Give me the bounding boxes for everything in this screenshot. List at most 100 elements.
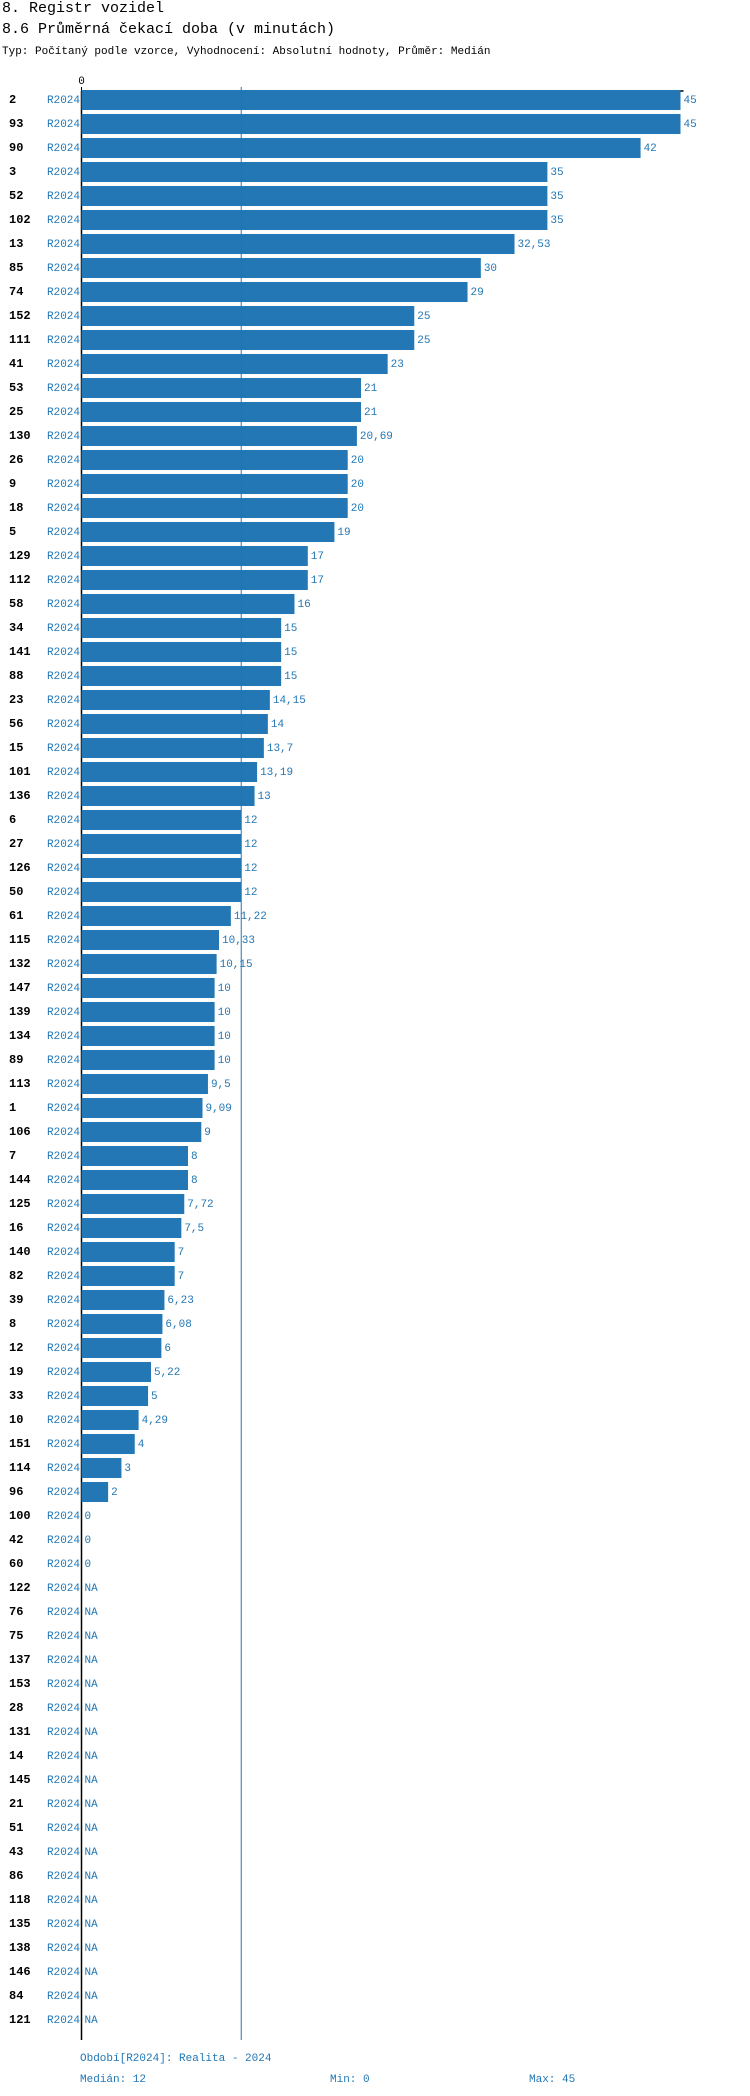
category-label: 7 bbox=[9, 1149, 16, 1163]
value-label: 15 bbox=[284, 647, 297, 659]
category-label: 5 bbox=[9, 525, 16, 539]
series-label: R2024 bbox=[47, 479, 80, 491]
category-label: 56 bbox=[9, 717, 23, 731]
bar bbox=[81, 690, 270, 710]
bar bbox=[81, 114, 681, 134]
category-label: 9 bbox=[9, 477, 16, 491]
category-label: 23 bbox=[9, 693, 23, 707]
category-label: 28 bbox=[9, 1701, 23, 1715]
value-label: 0 bbox=[85, 1511, 92, 1523]
bar bbox=[81, 930, 220, 950]
value-label: NA bbox=[85, 1991, 99, 2003]
series-label: R2024 bbox=[47, 1415, 80, 1427]
category-label: 88 bbox=[9, 669, 23, 683]
category-label: 15 bbox=[9, 741, 23, 755]
value-label: 12 bbox=[244, 887, 257, 899]
category-label: 84 bbox=[9, 1989, 23, 2003]
category-label: 114 bbox=[9, 1461, 31, 1475]
value-label: 21 bbox=[364, 407, 378, 419]
value-label: 9,09 bbox=[205, 1103, 231, 1115]
category-label: 86 bbox=[9, 1869, 23, 1883]
series-label: R2024 bbox=[47, 1919, 80, 1931]
value-label: 30 bbox=[484, 263, 497, 275]
series-label: R2024 bbox=[47, 911, 80, 923]
footer-min: Min: 0 bbox=[330, 2074, 370, 2086]
category-label: 34 bbox=[9, 621, 23, 635]
series-label: R2024 bbox=[47, 311, 80, 323]
value-label: 45 bbox=[684, 119, 697, 131]
bar bbox=[81, 1002, 215, 1022]
category-label: 136 bbox=[9, 789, 31, 803]
value-label: NA bbox=[85, 1823, 99, 1835]
value-label: 7,72 bbox=[187, 1199, 213, 1211]
series-label: R2024 bbox=[47, 1679, 80, 1691]
category-label: 101 bbox=[9, 765, 31, 779]
series-label: R2024 bbox=[47, 1439, 80, 1451]
bar bbox=[81, 978, 215, 998]
value-label: 12 bbox=[244, 839, 257, 851]
value-label: 10,15 bbox=[220, 959, 253, 971]
series-label: R2024 bbox=[47, 1151, 80, 1163]
category-label: 96 bbox=[9, 1485, 23, 1499]
series-label: R2024 bbox=[47, 983, 80, 995]
bar bbox=[81, 738, 264, 758]
category-label: 135 bbox=[9, 1917, 31, 1931]
value-label: 16 bbox=[297, 599, 310, 611]
value-label: 11,22 bbox=[234, 911, 267, 923]
category-label: 3 bbox=[9, 165, 16, 179]
series-label: R2024 bbox=[47, 743, 80, 755]
series-label: R2024 bbox=[47, 1079, 80, 1091]
value-label: NA bbox=[85, 1751, 99, 1763]
value-label: 10 bbox=[218, 1031, 231, 1043]
series-label: R2024 bbox=[47, 1535, 80, 1547]
value-label: 7,5 bbox=[184, 1223, 204, 1235]
category-label: 144 bbox=[9, 1173, 31, 1187]
value-label: 45 bbox=[684, 95, 697, 107]
value-label: NA bbox=[85, 1943, 99, 1955]
value-label: 3 bbox=[124, 1463, 131, 1475]
value-label: 12 bbox=[244, 863, 257, 875]
series-label: R2024 bbox=[47, 1607, 80, 1619]
bar bbox=[81, 1098, 203, 1118]
category-label: 134 bbox=[9, 1029, 31, 1043]
category-label: 113 bbox=[9, 1077, 31, 1091]
bar bbox=[81, 402, 362, 422]
value-label: 5,22 bbox=[154, 1367, 180, 1379]
category-label: 130 bbox=[9, 429, 31, 443]
value-label: NA bbox=[85, 1895, 99, 1907]
series-label: R2024 bbox=[47, 1799, 80, 1811]
series-label: R2024 bbox=[47, 1319, 80, 1331]
bar bbox=[81, 858, 242, 878]
value-label: 35 bbox=[550, 215, 563, 227]
bar bbox=[81, 258, 481, 278]
value-label: 14 bbox=[271, 719, 285, 731]
value-label: 42 bbox=[644, 143, 657, 155]
value-label: 20 bbox=[351, 455, 364, 467]
category-label: 129 bbox=[9, 549, 31, 563]
value-label: 6,08 bbox=[165, 1319, 191, 1331]
category-label: 39 bbox=[9, 1293, 23, 1307]
bar bbox=[81, 882, 242, 902]
value-label: 20 bbox=[351, 479, 364, 491]
series-label: R2024 bbox=[47, 551, 80, 563]
series-label: R2024 bbox=[47, 431, 80, 443]
category-label: 115 bbox=[9, 933, 31, 947]
value-label: 6 bbox=[164, 1343, 171, 1355]
category-label: 13 bbox=[9, 237, 23, 251]
bar bbox=[81, 474, 348, 494]
series-label: R2024 bbox=[47, 527, 80, 539]
category-label: 100 bbox=[9, 1509, 31, 1523]
category-label: 126 bbox=[9, 861, 31, 875]
value-label: 17 bbox=[311, 575, 324, 587]
series-label: R2024 bbox=[47, 575, 80, 587]
bar bbox=[81, 834, 242, 854]
series-label: R2024 bbox=[47, 1055, 80, 1067]
bar bbox=[81, 618, 282, 638]
category-label: 146 bbox=[9, 1965, 31, 1979]
bar bbox=[81, 138, 641, 158]
series-label: R2024 bbox=[47, 407, 80, 419]
bar bbox=[81, 162, 548, 182]
category-label: 51 bbox=[9, 1821, 23, 1835]
series-label: R2024 bbox=[47, 1583, 80, 1595]
